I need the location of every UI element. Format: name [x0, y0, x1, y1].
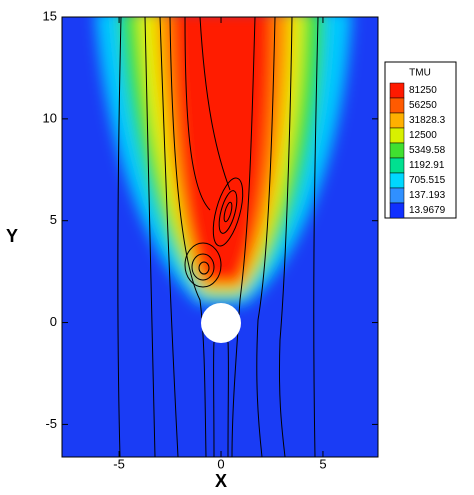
x-axis-label: X: [215, 471, 227, 491]
y-tick-label: 15: [43, 8, 57, 23]
legend-swatch: [389, 157, 405, 174]
legend-swatch: [389, 187, 405, 204]
x-tick-label: -5: [113, 456, 125, 471]
legend-label: 81250: [409, 85, 437, 96]
legend-label: 12500: [409, 130, 437, 141]
x-tick-label: 0: [217, 456, 224, 471]
y-tick-label: 5: [50, 212, 57, 227]
legend-swatch: [389, 202, 405, 219]
legend-title: TMU: [409, 68, 431, 79]
legend-swatch: [389, 127, 405, 144]
legend-swatch: [389, 172, 405, 189]
legend-label: 705.515: [409, 175, 446, 186]
cylinder: [201, 303, 241, 343]
legend-swatch: [389, 112, 405, 129]
y-axis-label: Y: [6, 226, 18, 246]
legend-label: 31828.3: [409, 115, 446, 126]
legend-label: 13.9679: [409, 205, 446, 216]
legend-label: 1192.91: [409, 160, 445, 171]
legend-swatch: [389, 97, 405, 114]
legend-swatch: [389, 82, 405, 99]
contour-field: [62, 17, 378, 457]
legend-label: 56250: [409, 100, 437, 111]
plot-frame: [61, 16, 379, 458]
x-tick-label: 5: [319, 456, 326, 471]
y-tick-label: 0: [50, 314, 57, 329]
legend-swatch: [389, 142, 405, 159]
legend-label: 137.193: [409, 190, 446, 201]
legend-label: 5349.58: [409, 145, 446, 156]
y-tick-label: 10: [43, 110, 57, 125]
y-tick-label: -5: [45, 416, 57, 431]
streamlines: [117, 17, 319, 457]
